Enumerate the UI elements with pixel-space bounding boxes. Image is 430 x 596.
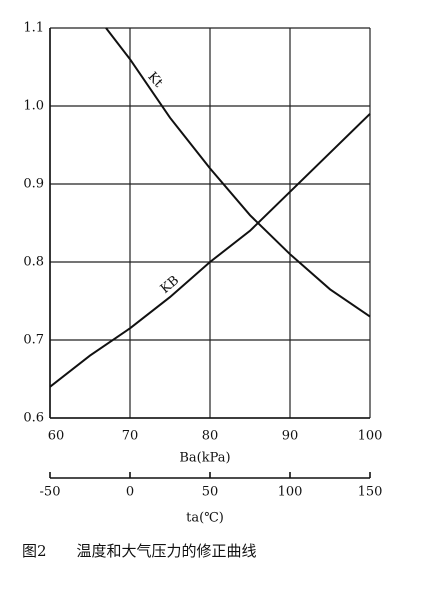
y-tick-label: 0.6 (23, 411, 44, 426)
series-label: Kt (144, 69, 166, 91)
y-tick-label: 1.1 (23, 21, 44, 36)
x-tick-label: 100 (358, 429, 383, 444)
y-tick-label: 1.0 (23, 99, 44, 114)
series-line (49, 113, 371, 388)
x-tick-label: 70 (122, 429, 139, 444)
y-tick-label: 0.9 (23, 177, 44, 192)
x-axis-title: Ba(kPa) (179, 451, 230, 466)
series-label: KB (158, 273, 182, 297)
y-tick-label: 0.8 (23, 255, 44, 270)
y-tick-label: 0.7 (23, 333, 44, 348)
series-line (105, 27, 371, 318)
caption: 图2 温度和大气压力的修正曲线 (22, 542, 257, 560)
x2-tick-label: -50 (40, 485, 61, 500)
x2-tick-label: 50 (202, 485, 219, 500)
x-tick-label: 90 (282, 429, 299, 444)
x-tick-label: 60 (48, 429, 65, 444)
x2-tick-label: 100 (278, 485, 303, 500)
x2-tick-label: 150 (358, 485, 383, 500)
x2-axis-title: ta(℃) (186, 511, 224, 526)
x-tick-label: 80 (202, 429, 219, 444)
x2-tick-label: 0 (126, 485, 134, 500)
